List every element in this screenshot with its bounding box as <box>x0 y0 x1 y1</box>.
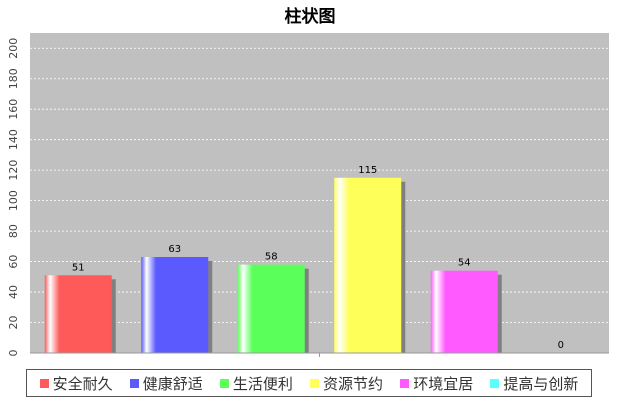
chart-title: 柱状图 <box>284 7 336 27</box>
y-tick-label: 160 <box>7 99 20 120</box>
legend-label: 生活便利 <box>232 374 293 393</box>
plot-area <box>30 33 609 353</box>
bars <box>44 177 502 353</box>
y-tick-label: 0 <box>7 350 20 357</box>
legend-item: 环境宜居 <box>400 373 473 394</box>
legend-swatch <box>39 378 49 388</box>
bar <box>237 264 305 353</box>
bar <box>44 275 112 353</box>
legend-label: 安全耐久 <box>52 374 113 393</box>
y-tick-label: 80 <box>7 224 20 238</box>
y-tick-label: 60 <box>7 255 20 269</box>
legend-swatch <box>310 378 320 388</box>
legend: 安全耐久 健康舒适 生活便利 资源节约 环境宜居 提高与创新 <box>26 369 592 397</box>
data-label: 115 <box>358 165 377 176</box>
bar <box>430 270 498 353</box>
legend-swatch <box>400 378 410 388</box>
legend-label: 提高与创新 <box>503 374 579 393</box>
bar <box>334 177 402 353</box>
y-tick-label: 100 <box>7 190 20 211</box>
y-tick-label: 40 <box>7 285 20 299</box>
y-axis-ticks: 0 20 40 60 80 100 120 140 160 180 200 <box>7 38 20 357</box>
data-label: 0 <box>558 340 564 351</box>
legend-swatch <box>129 378 139 388</box>
grid-lines <box>30 47 609 323</box>
data-label: 54 <box>458 258 471 269</box>
bar-chart: 0 20 40 60 80 100 120 140 160 180 200 51 63 58 115 54 0 <box>7 33 609 357</box>
legend-swatch <box>219 378 229 388</box>
legend-item: 生活便利 <box>219 373 293 394</box>
data-label: 58 <box>265 252 278 263</box>
legend-item: 提高与创新 <box>490 373 578 394</box>
y-tick-label: 200 <box>7 38 20 59</box>
legend-item: 资源节约 <box>310 373 383 394</box>
legend-item: 健康舒适 <box>129 373 203 394</box>
y-tick-label: 180 <box>7 68 20 89</box>
legend-label: 资源节约 <box>323 374 384 393</box>
data-label: 63 <box>168 244 181 255</box>
y-tick-label: 140 <box>7 129 20 150</box>
legend-label: 健康舒适 <box>142 374 203 393</box>
legend-swatch <box>490 378 500 388</box>
legend-item: 安全耐久 <box>39 373 113 394</box>
data-labels: 51 63 58 115 54 0 <box>72 165 564 351</box>
y-tick-label: 120 <box>7 160 20 181</box>
data-label: 51 <box>72 262 85 273</box>
legend-label: 环境宜居 <box>413 374 474 393</box>
bar <box>141 257 209 353</box>
y-tick-label: 20 <box>7 316 20 330</box>
